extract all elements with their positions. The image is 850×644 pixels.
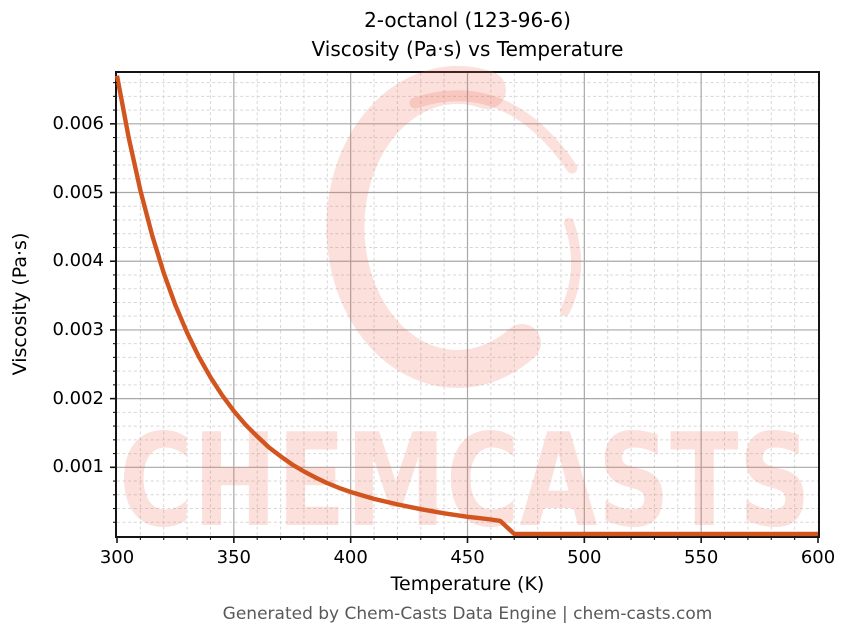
major-gridlines bbox=[117, 73, 818, 536]
y-axis-label: Viscosity (Pa·s) bbox=[9, 232, 31, 376]
x-axis-label: Temperature (K) bbox=[390, 573, 545, 595]
watermark-swoosh-icon bbox=[409, 90, 578, 174]
footer-credit: Generated by Chem-Casts Data Engine | ch… bbox=[222, 604, 713, 624]
y-tick-label: 0.005 bbox=[52, 181, 104, 203]
plot-area: CHEMCASTS bbox=[110, 65, 820, 556]
watermark-c-logo-icon bbox=[326, 65, 541, 388]
x-tick-label: 500 bbox=[567, 547, 602, 568]
y-tick-label: 0.004 bbox=[52, 250, 104, 272]
chart-subtitle: Viscosity (Pa·s) vs Temperature bbox=[311, 37, 624, 61]
x-tick-label: 550 bbox=[683, 547, 719, 568]
y-tick-label: 0.003 bbox=[52, 318, 104, 340]
x-tick-label: 450 bbox=[450, 547, 485, 568]
watermark-text: CHEMCASTS bbox=[119, 407, 811, 556]
x-tick-label: 400 bbox=[333, 547, 368, 568]
x-tick-label: 350 bbox=[216, 547, 252, 568]
chart-title-block: 2-octanol (123-96-6) Viscosity (Pa·s) vs… bbox=[117, 6, 818, 64]
x-tick-label: 300 bbox=[99, 547, 135, 568]
chart-title: 2-octanol (123-96-6) bbox=[364, 8, 571, 32]
watermark: CHEMCASTS bbox=[119, 65, 811, 556]
y-tick-label: 0.002 bbox=[52, 387, 104, 409]
y-tick-label: 0.006 bbox=[52, 112, 104, 134]
axis-tick-marks bbox=[110, 82, 819, 543]
x-tick-label: 600 bbox=[800, 547, 836, 568]
y-tick-label: 0.001 bbox=[52, 456, 104, 478]
watermark-swoosh-tail-icon bbox=[560, 218, 582, 316]
viscosity-curve bbox=[114, 75, 818, 537]
